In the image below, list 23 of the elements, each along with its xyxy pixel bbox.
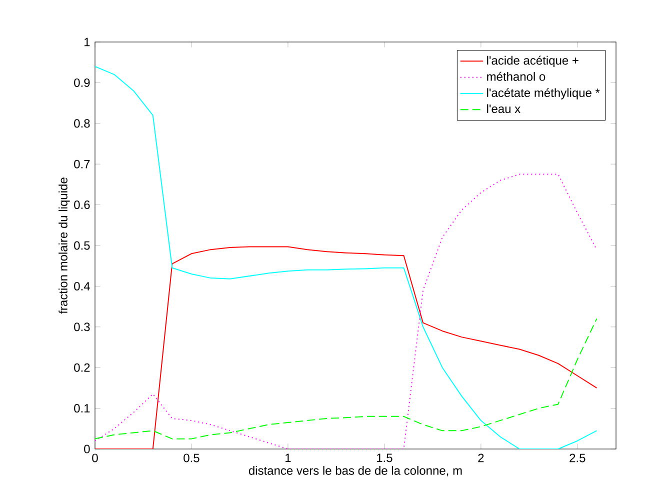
- y-tick-label: 0.2: [74, 363, 90, 372]
- x-tick-label: 1: [286, 454, 291, 462]
- x-axis-title: distance vers le bas de de la colonne, m: [248, 466, 462, 476]
- legend-label: méthanol o: [487, 72, 546, 81]
- legend-label: l'acide acétique +: [487, 56, 578, 68]
- legend-label: l'eau x: [487, 104, 520, 114]
- x-tick-label: 2: [478, 454, 484, 462]
- y-tick-label: 0.3: [74, 322, 90, 332]
- y-tick-label: 0.9: [74, 78, 90, 87]
- x-tick-label: 2.5: [570, 454, 586, 462]
- y-tick-label: 0.6: [74, 200, 90, 210]
- legend-label: l'acétate méthylique *: [487, 88, 600, 100]
- x-tick-label: 1.5: [377, 454, 392, 462]
- y-tick-label: 0.4: [74, 282, 90, 290]
- y-tick-label: 0.1: [74, 404, 90, 413]
- y-axis-title: fraction molaire du liquide: [58, 178, 70, 314]
- y-tick-label: 0.8: [74, 119, 90, 128]
- y-tick-label: 0.5: [74, 241, 90, 250]
- y-tick-label: 1: [84, 38, 90, 46]
- x-tick-label: 0: [92, 454, 98, 462]
- y-tick-label: 0.7: [74, 160, 90, 168]
- x-tick-label: 0.5: [184, 454, 200, 462]
- y-tick-label: 0: [84, 444, 90, 454]
